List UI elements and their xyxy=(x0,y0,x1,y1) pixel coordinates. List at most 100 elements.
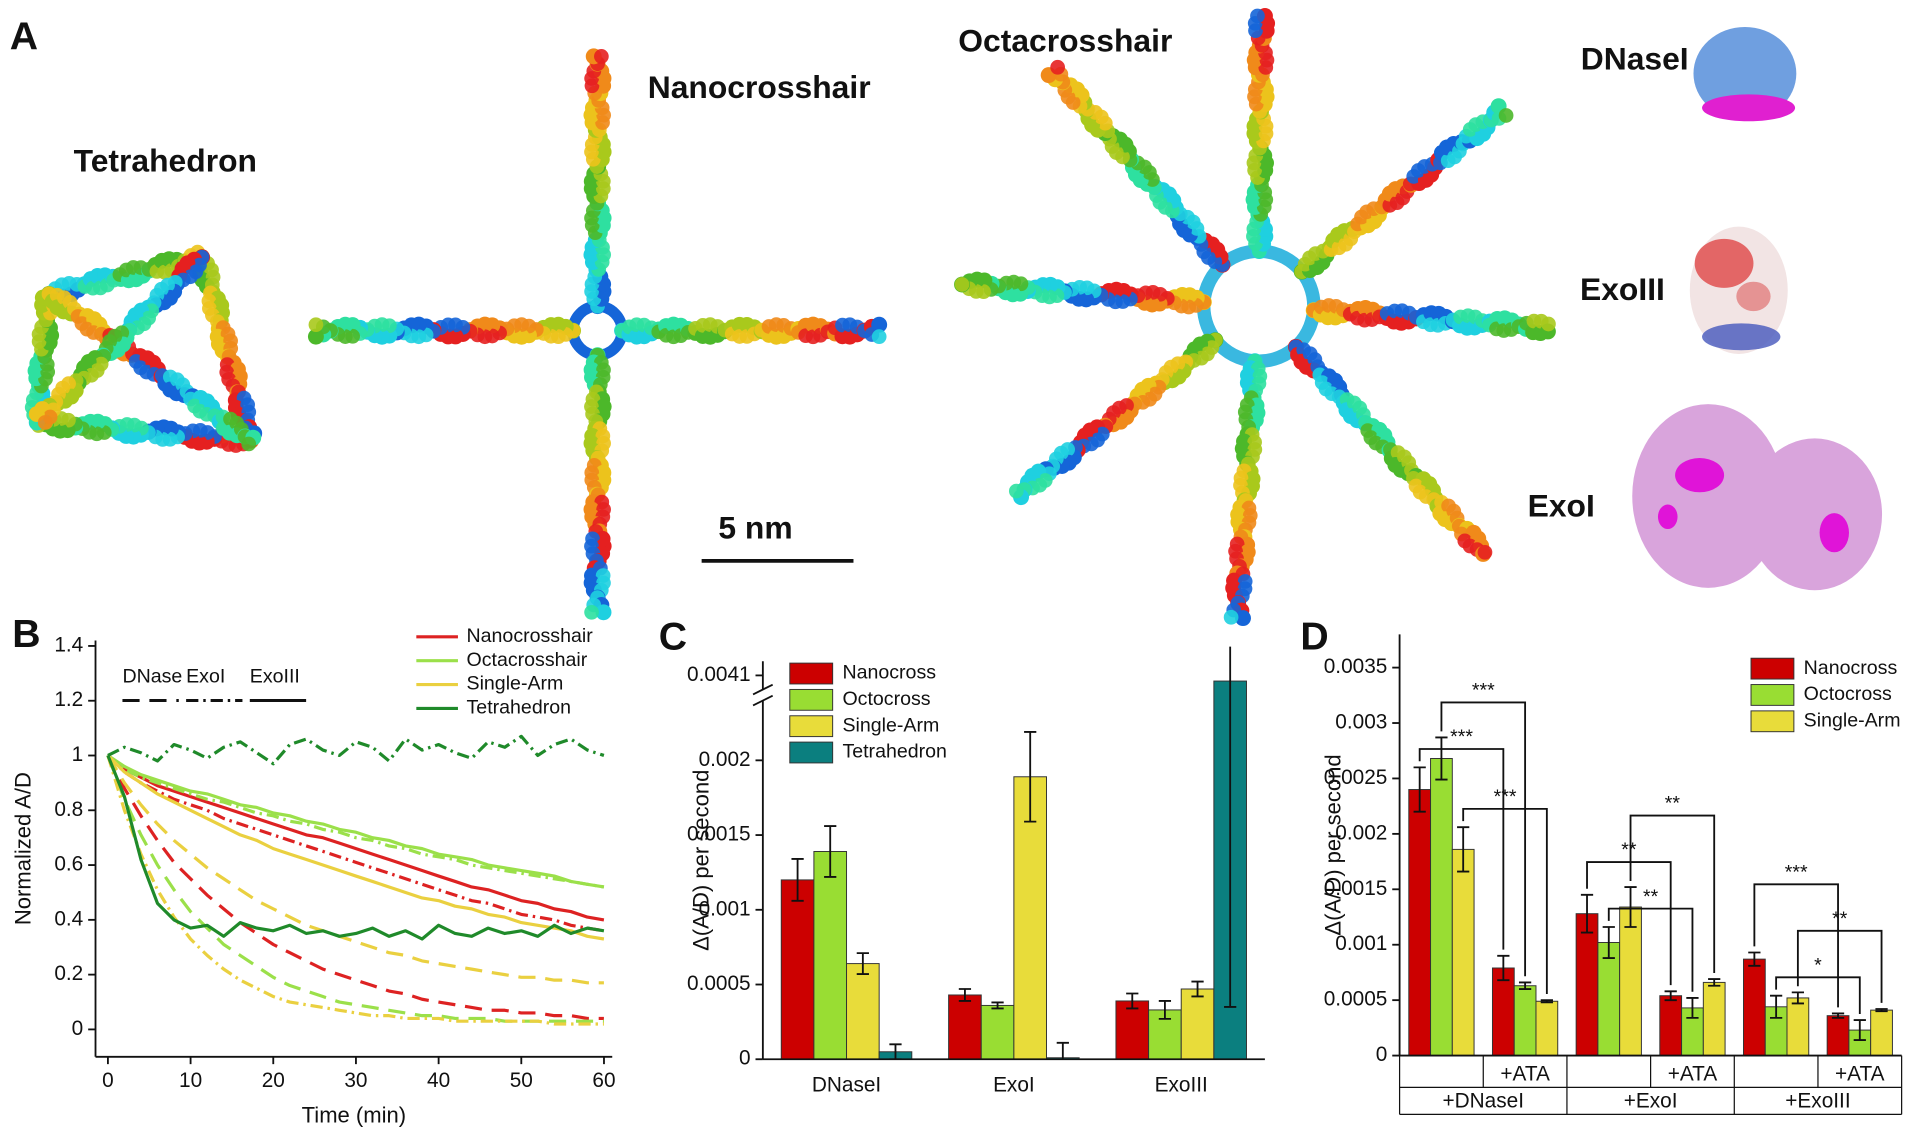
structure-art xyxy=(1008,483,1024,499)
data-line xyxy=(106,754,605,933)
axis-break-mark xyxy=(752,683,774,696)
structure-art xyxy=(1223,609,1239,625)
x-tick-label: +ATA xyxy=(1500,1063,1550,1086)
bar xyxy=(1575,913,1599,1056)
protein-art xyxy=(1736,281,1771,312)
bar xyxy=(1826,1015,1850,1056)
structure-art xyxy=(307,328,324,345)
significance-bracket xyxy=(1586,861,1672,986)
data-line xyxy=(107,734,605,766)
error-bar xyxy=(889,1043,902,1060)
significance-label: *** xyxy=(1785,861,1808,883)
error-bar xyxy=(1497,954,1510,982)
x-tick-label: ExoI xyxy=(993,1074,1035,1097)
enzyme-label: ExoIII xyxy=(1580,271,1665,307)
x-tick-label: +ATA xyxy=(1835,1063,1885,1086)
significance-label: * xyxy=(1814,954,1822,976)
style-legend-label: ExoI xyxy=(186,665,225,687)
y-tick-label: 0.001 xyxy=(1335,932,1387,955)
panel-a-art xyxy=(24,8,1883,627)
y-tick-label: 0.002 xyxy=(699,748,751,771)
error-bar xyxy=(1708,978,1721,987)
data-line xyxy=(106,754,605,922)
legend-swatch xyxy=(789,662,834,685)
legend-swatch xyxy=(789,688,834,711)
y-tick-label: 0.6 xyxy=(54,853,83,876)
significance-bracket xyxy=(1629,814,1716,973)
legend-swatch xyxy=(1750,710,1795,733)
y-tick-label: 1.4 xyxy=(54,633,83,656)
error-bar xyxy=(1158,1000,1172,1020)
error-bar xyxy=(1224,646,1237,1008)
bar xyxy=(846,963,880,1060)
x-tick-label: DNaseI xyxy=(812,1074,881,1097)
axis-break-gap xyxy=(753,689,773,701)
error-bar xyxy=(1791,991,1805,1005)
data-line xyxy=(106,754,604,985)
bar xyxy=(948,994,982,1060)
protein-art xyxy=(1632,404,1785,588)
bar xyxy=(1597,942,1621,1056)
significance-label: *** xyxy=(1494,786,1517,808)
protein-art xyxy=(1747,438,1883,591)
structure-label: Octacrosshair xyxy=(958,22,1172,58)
x-tick-label: 0 xyxy=(102,1069,114,1092)
panel-label: D xyxy=(1300,616,1328,659)
error-bar xyxy=(1853,1019,1866,1041)
y-tick-label: 0.2 xyxy=(54,962,83,985)
y-tick-label: 0.4 xyxy=(54,907,83,930)
legend-swatch xyxy=(789,741,834,764)
x-tick-label: 40 xyxy=(427,1069,450,1092)
bar xyxy=(1870,1009,1893,1056)
bar xyxy=(1115,1000,1150,1060)
error-bar xyxy=(958,988,972,1002)
x-tick-label: ExoIII xyxy=(1155,1074,1208,1097)
bar xyxy=(1180,988,1215,1060)
bar xyxy=(780,879,815,1060)
structure-label: Tetrahedron xyxy=(74,142,257,178)
x-tick-label: 60 xyxy=(592,1069,615,1092)
legend-label: Nanocross xyxy=(1804,657,1898,679)
significance-label: *** xyxy=(1450,726,1473,748)
y-tick-label: 0.001 xyxy=(699,897,751,920)
style-legend-label: ExoIII xyxy=(250,665,300,687)
y-tick-label: 0.0015 xyxy=(687,823,751,846)
structure-art xyxy=(584,604,599,620)
enzyme-label: DNaseI xyxy=(1581,41,1689,77)
error-bar xyxy=(1664,990,1677,1002)
error-bar xyxy=(1191,980,1204,998)
y-tick-label: 0.0015 xyxy=(1324,877,1388,900)
error-bar xyxy=(1457,826,1470,873)
bar xyxy=(1619,906,1642,1056)
legend-swatch xyxy=(1750,657,1795,680)
significance-label: ** xyxy=(1621,839,1637,861)
y-tick-label: 0 xyxy=(1376,1043,1388,1066)
structure-art xyxy=(1050,59,1065,75)
error-bar xyxy=(1624,886,1637,928)
y-tick-label: 0 xyxy=(739,1047,751,1070)
significance-label: ** xyxy=(1643,886,1659,908)
style-legend-label: DNase xyxy=(122,665,182,687)
y-tick-label: 0 xyxy=(72,1017,84,1040)
error-bar xyxy=(824,825,837,878)
legend-label: Nanocross xyxy=(842,662,936,684)
structure-art xyxy=(1250,8,1265,24)
bar xyxy=(1702,981,1726,1056)
error-bar xyxy=(991,1001,1004,1010)
y-tick-label: 0.0005 xyxy=(1324,988,1388,1011)
panel-label: A xyxy=(10,16,38,59)
legend-label: Single-Arm xyxy=(842,714,939,736)
data-line xyxy=(106,754,604,1023)
structure-art xyxy=(1235,610,1251,627)
panel-label: C xyxy=(659,616,687,659)
bar xyxy=(1430,758,1453,1056)
legend-label: Tetrahedron xyxy=(842,741,947,763)
legend-label: Octacrosshair xyxy=(467,649,588,671)
legend-label: Octocross xyxy=(842,688,930,710)
scale-bar-label: 5 nm xyxy=(718,510,792,546)
protein-art xyxy=(1675,458,1725,493)
protein-art xyxy=(1702,323,1781,351)
significance-bracket xyxy=(1440,701,1527,977)
bar xyxy=(1408,789,1432,1056)
